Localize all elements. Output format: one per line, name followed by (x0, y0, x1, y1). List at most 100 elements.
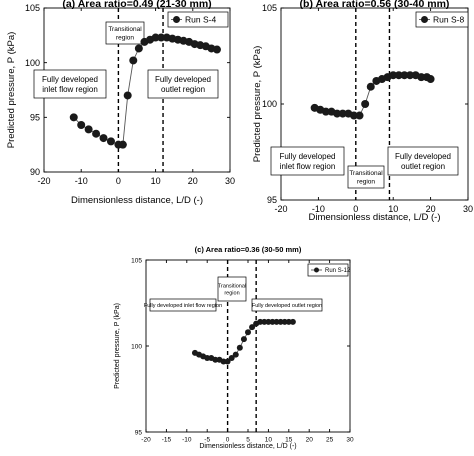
data-point (338, 109, 347, 118)
legend: Run S-8 (415, 11, 469, 28)
data-point (228, 355, 235, 362)
x-tick-label: 0 (353, 204, 358, 214)
chart-panel-3: (c) Area ratio=0.36 (30-50 mm) -20 -15 -10 -… (114, 245, 354, 450)
chart-title: (b) Area ratio=0.56 (30-40 mm) (300, 0, 450, 10)
y-axis-label: Predicted pressure, P (kPa) (6, 32, 17, 149)
x-tick-label: 15 (285, 437, 293, 444)
x-tick-label: 20 (426, 204, 436, 214)
y-tick-label: 100 (131, 343, 142, 350)
data-point (240, 336, 247, 343)
x-tick-label: 30 (346, 437, 354, 444)
x-tick-label: 20 (188, 176, 198, 186)
region-label-box (270, 146, 345, 176)
data-point (389, 71, 398, 80)
y-axis-label: Predicted pressure, P (kPa) (252, 46, 263, 163)
region-label-text: Fully developed inlet flow region (144, 303, 222, 309)
y-tick-label: 105 (262, 3, 277, 13)
x-tick-label: -10 (312, 204, 325, 214)
x-tick-label: -20 (141, 437, 151, 444)
data-point (417, 73, 426, 82)
x-tick-label: 20 (306, 437, 314, 444)
data-point (123, 91, 132, 100)
data-point (232, 351, 239, 358)
data-point (366, 82, 375, 91)
x-tick-label: 10 (388, 204, 398, 214)
legend-box (415, 11, 469, 28)
x-tick-label: -10 (75, 176, 88, 186)
data-point (84, 125, 93, 134)
plot-frame (145, 259, 351, 433)
x-tick-label: -20 (274, 204, 287, 214)
legend-box (167, 11, 229, 28)
y-tick-label: 105 (131, 257, 142, 264)
legend-marker (173, 16, 180, 23)
region-label-text: region (116, 34, 134, 41)
legend-box (307, 263, 349, 277)
legend: Run S-12 (307, 263, 351, 277)
legend-label: Run S-4 (185, 14, 216, 24)
region-label-text: Fully developed (279, 152, 335, 161)
data-point (77, 120, 86, 129)
region-label-text: Fully developed outlet region (252, 303, 322, 309)
data-point (289, 318, 296, 325)
x-tick-label: -15 (162, 437, 172, 444)
data-point (394, 71, 403, 80)
y-tick-label: 95 (30, 112, 40, 122)
data-point (333, 109, 342, 118)
region-label-text: region (357, 178, 375, 185)
region-label-box (147, 69, 219, 99)
data-point (92, 129, 101, 138)
x-axis-label: Dimensionless distance, L/D (-) (71, 195, 203, 206)
chart-panel-2: (b) Area ratio=0.56 (30-40 mm) -20 -10 0 10 2… (252, 0, 473, 223)
region-label-text: Fully developed (155, 75, 211, 84)
x-tick-label: 5 (246, 437, 250, 444)
region-label-text: Fully developed (395, 152, 451, 161)
chart-panel-1: (a) Area ratio=0.49 (21-30 mm) -20 -10 0 10 2… (6, 0, 235, 206)
legend-label: Run S-8 (433, 14, 464, 24)
region-label-text: Transitional (108, 26, 142, 33)
y-tick-label: 105 (25, 3, 40, 13)
region-label-box (347, 165, 385, 189)
x-tick-label: 0 (226, 437, 230, 444)
region-label-text: inlet flow region (42, 85, 98, 94)
data-point (249, 324, 256, 331)
data-point (212, 45, 221, 54)
data-point (129, 56, 138, 65)
legend-marker (314, 267, 319, 273)
region-label-box (387, 146, 459, 176)
data-point (321, 107, 330, 116)
x-axis-label: Dimensionless distance, L/D (-) (199, 443, 296, 450)
data-point (400, 71, 409, 80)
data-point (151, 33, 160, 42)
legend: Run S-4 (167, 11, 229, 28)
region-label-box (33, 69, 107, 99)
chart-title: (a) Area ratio=0.49 (21-30 mm) (62, 0, 211, 10)
region-label-box (217, 276, 247, 302)
region-label-box (105, 21, 145, 45)
x-axis-label: Dimensionless distance, L/D (-) (309, 212, 441, 223)
chart-title: (c) Area ratio=0.36 (30-50 mm) (195, 245, 302, 254)
region-label-text: region (224, 290, 239, 296)
data-point (245, 329, 251, 336)
y-tick-label: 90 (30, 167, 40, 177)
data-point (361, 100, 370, 108)
x-tick-label: -10 (182, 437, 192, 444)
region-label-text: Transitional (218, 283, 246, 289)
region-label-box (251, 298, 323, 312)
y-tick-label: 100 (25, 58, 40, 68)
x-tick-label: 30 (463, 204, 473, 214)
x-tick-label: 0 (116, 176, 121, 186)
x-tick-label: 30 (225, 176, 235, 186)
data-point (355, 111, 364, 120)
data-point (236, 344, 243, 351)
region-label-text: inlet flow region (280, 162, 336, 171)
data-point (157, 33, 166, 42)
data-point (349, 111, 358, 120)
